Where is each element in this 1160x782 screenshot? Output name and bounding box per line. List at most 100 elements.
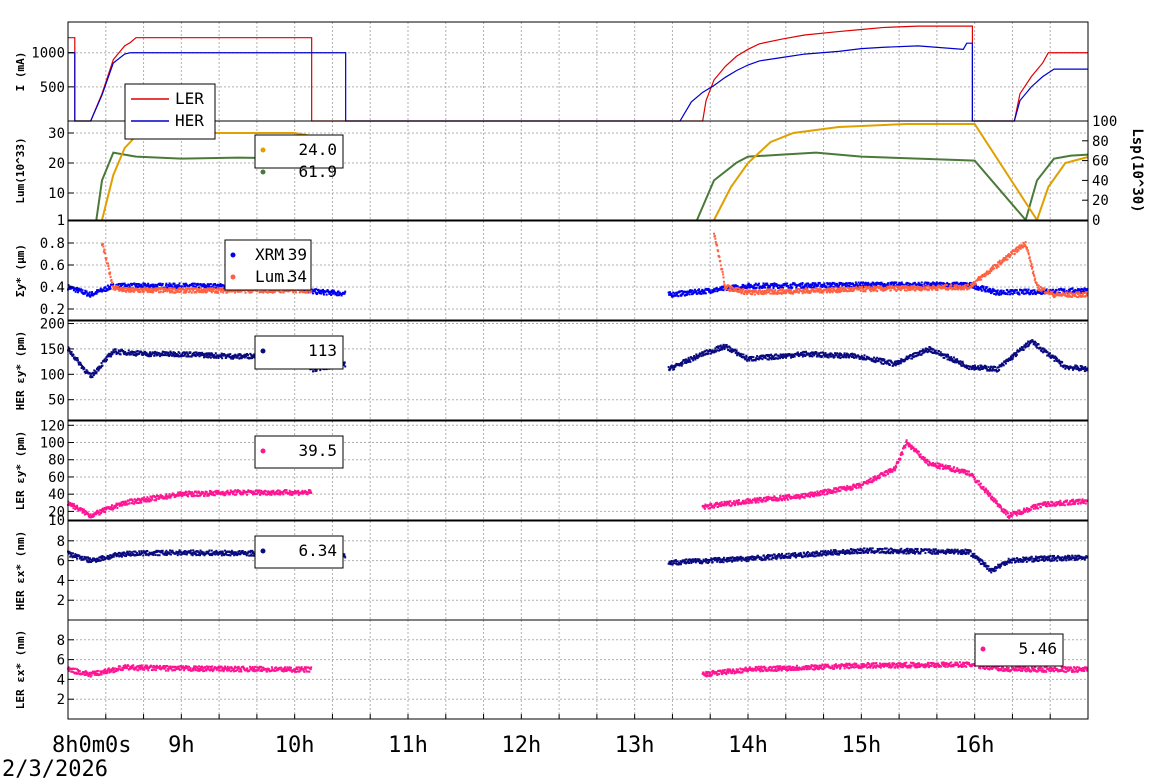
data-point bbox=[107, 267, 110, 270]
data-point bbox=[251, 290, 254, 293]
data-point bbox=[1024, 244, 1027, 247]
data-point bbox=[1024, 292, 1027, 295]
data-point bbox=[771, 289, 774, 292]
data-point bbox=[882, 284, 885, 287]
data-point bbox=[946, 287, 949, 290]
data-point bbox=[173, 284, 176, 287]
data-point bbox=[787, 290, 790, 293]
data-point bbox=[766, 355, 769, 358]
data-point bbox=[181, 491, 184, 494]
data-point bbox=[753, 290, 756, 293]
data-point bbox=[882, 358, 885, 361]
data-point bbox=[816, 355, 819, 358]
data-point bbox=[288, 289, 291, 292]
data-point bbox=[962, 287, 965, 290]
data-point bbox=[801, 355, 804, 358]
data-point bbox=[749, 283, 752, 286]
data-point bbox=[730, 285, 733, 288]
data-point bbox=[1077, 288, 1080, 291]
data-point bbox=[198, 355, 201, 358]
data-point bbox=[1073, 290, 1076, 293]
data-point bbox=[1023, 345, 1026, 348]
data-point bbox=[274, 290, 277, 293]
data-point bbox=[164, 497, 167, 500]
data-point bbox=[1032, 270, 1035, 273]
data-point bbox=[855, 283, 858, 286]
data-point bbox=[974, 287, 977, 290]
data-point bbox=[715, 286, 718, 289]
data-point bbox=[889, 289, 892, 292]
data-point bbox=[250, 353, 253, 356]
data-point bbox=[212, 284, 215, 287]
data-point bbox=[825, 355, 828, 358]
data-point bbox=[256, 290, 259, 293]
data-point bbox=[134, 283, 137, 286]
data-point bbox=[91, 291, 94, 294]
data-point bbox=[713, 290, 716, 293]
data-point bbox=[971, 285, 974, 288]
data-point bbox=[734, 348, 737, 351]
data-point bbox=[1050, 354, 1053, 357]
data-point bbox=[769, 285, 772, 288]
data-point bbox=[130, 502, 133, 505]
data-point bbox=[1028, 343, 1031, 346]
data-point bbox=[707, 352, 710, 355]
data-point bbox=[322, 292, 325, 295]
data-point bbox=[161, 282, 164, 285]
data-point bbox=[70, 353, 73, 356]
data-point bbox=[80, 288, 83, 291]
data-point bbox=[1074, 292, 1077, 295]
data-point bbox=[70, 350, 73, 353]
data-point bbox=[943, 356, 946, 359]
data-point bbox=[94, 292, 97, 295]
data-point bbox=[1029, 260, 1032, 263]
data-point bbox=[828, 286, 831, 289]
data-point bbox=[1037, 343, 1040, 346]
data-point bbox=[831, 291, 834, 294]
data-point bbox=[785, 353, 788, 356]
data-point bbox=[1027, 253, 1030, 256]
data-point bbox=[156, 354, 159, 357]
data-point bbox=[954, 283, 957, 286]
data-point bbox=[984, 290, 987, 293]
data-point bbox=[986, 270, 989, 273]
data-point bbox=[823, 283, 826, 286]
data-point bbox=[108, 273, 111, 276]
data-point bbox=[214, 284, 217, 287]
data-point bbox=[844, 288, 847, 291]
data-point bbox=[1020, 291, 1023, 294]
data-point bbox=[850, 287, 853, 290]
data-point bbox=[1082, 292, 1085, 295]
data-point bbox=[997, 366, 1000, 369]
data-point bbox=[195, 290, 198, 293]
data-point bbox=[87, 513, 90, 516]
data-point bbox=[1071, 295, 1074, 298]
data-point bbox=[982, 367, 985, 370]
data-point bbox=[845, 352, 848, 355]
data-point bbox=[1054, 358, 1057, 361]
data-point bbox=[1040, 350, 1043, 353]
data-point bbox=[776, 357, 779, 360]
data-point bbox=[1004, 257, 1007, 260]
data-point bbox=[775, 353, 778, 356]
data-point bbox=[267, 290, 270, 293]
data-point bbox=[999, 364, 1002, 367]
data-point bbox=[953, 287, 956, 290]
data-point bbox=[921, 348, 924, 351]
data-point bbox=[1002, 364, 1005, 367]
data-point bbox=[778, 292, 781, 295]
data-point bbox=[987, 289, 990, 292]
data-point bbox=[146, 289, 149, 292]
data-point bbox=[876, 281, 879, 284]
data-point bbox=[792, 353, 795, 356]
data-point bbox=[805, 284, 808, 287]
data-point bbox=[1080, 368, 1083, 371]
data-point bbox=[776, 292, 779, 295]
data-point bbox=[721, 348, 724, 351]
data-point bbox=[732, 287, 735, 290]
data-point bbox=[838, 284, 841, 287]
data-point bbox=[924, 286, 927, 289]
data-point bbox=[900, 358, 903, 361]
data-point bbox=[127, 349, 130, 352]
data-point bbox=[818, 352, 821, 355]
